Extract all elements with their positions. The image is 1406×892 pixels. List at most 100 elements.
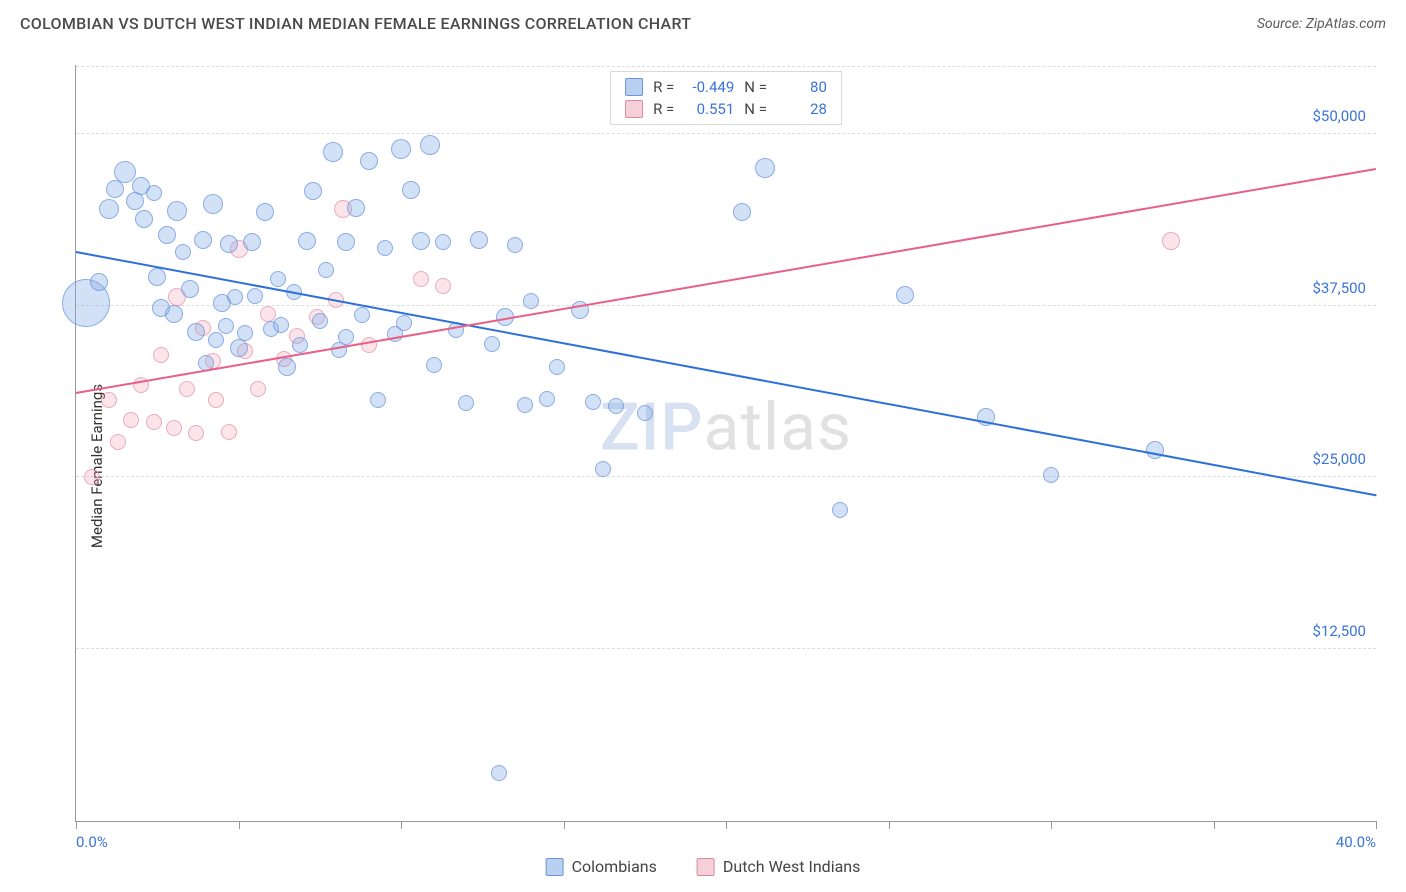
x-tick-label: 40.0% <box>1336 833 1376 851</box>
swatch-icon <box>546 858 564 876</box>
data-point <box>250 381 266 397</box>
legend-label: Dutch West Indians <box>723 857 861 876</box>
data-point <box>148 268 166 286</box>
watermark: ZIPatlas <box>600 389 852 466</box>
data-point <box>1043 467 1059 483</box>
data-point <box>318 262 334 278</box>
r-label: R = <box>653 100 674 118</box>
data-point <box>507 237 523 253</box>
data-point <box>165 305 183 323</box>
x-tick <box>1051 821 1052 829</box>
data-point <box>158 226 176 244</box>
data-point <box>491 765 507 781</box>
data-point <box>402 181 420 199</box>
data-point <box>832 502 848 518</box>
data-point <box>167 201 187 221</box>
data-point <box>179 381 195 397</box>
data-point <box>298 232 316 250</box>
n-label: N = <box>744 78 767 96</box>
data-point <box>426 357 442 373</box>
trendline <box>76 251 1376 496</box>
y-tick-label: $12,500 <box>1312 622 1366 640</box>
data-point <box>354 307 370 323</box>
swatch-icon <box>697 858 715 876</box>
legend-label: Colombians <box>572 857 657 876</box>
data-point <box>273 317 289 333</box>
data-point <box>90 273 108 291</box>
data-point <box>377 240 393 256</box>
data-point <box>188 425 204 441</box>
data-point <box>230 339 248 357</box>
data-point <box>237 325 253 341</box>
data-point <box>1162 232 1180 250</box>
gridline <box>76 648 1376 649</box>
data-point <box>413 271 429 287</box>
chart-title: COLOMBIAN VS DUTCH WEST INDIAN MEDIAN FE… <box>20 14 691 33</box>
data-point <box>412 232 430 250</box>
data-point <box>99 199 119 219</box>
x-tick <box>889 821 890 829</box>
gridline <box>76 133 1376 134</box>
data-point <box>208 332 224 348</box>
data-point <box>256 203 274 221</box>
data-point <box>637 405 653 421</box>
data-point <box>733 203 751 221</box>
data-point <box>270 271 286 287</box>
data-point <box>585 394 601 410</box>
gridline <box>76 66 1376 67</box>
legend-item-pink: Dutch West Indians <box>697 857 861 876</box>
data-point <box>208 392 224 408</box>
r-value: -0.449 <box>684 78 734 96</box>
data-point <box>84 469 100 485</box>
x-tick <box>726 821 727 829</box>
correlation-legend: R = -0.449 N = 80 R = 0.551 N = 28 <box>610 71 842 125</box>
legend-item-blue: Colombians <box>546 857 657 876</box>
swatch-icon <box>625 100 643 118</box>
x-tick <box>1214 821 1215 829</box>
data-point <box>218 318 234 334</box>
data-point <box>755 158 775 178</box>
data-point <box>435 278 451 294</box>
data-point <box>278 358 296 376</box>
data-point <box>420 135 440 155</box>
series-legend: Colombians Dutch West Indians <box>546 857 861 876</box>
data-point <box>247 288 263 304</box>
data-point <box>470 231 488 249</box>
data-point <box>304 182 322 200</box>
y-tick-label: $25,000 <box>1312 450 1366 468</box>
data-point <box>595 461 611 477</box>
data-point <box>221 424 237 440</box>
gridline <box>76 305 1376 306</box>
x-tick <box>1376 821 1377 829</box>
legend-row-blue: R = -0.449 N = 80 <box>611 76 841 98</box>
data-point <box>484 336 500 352</box>
data-point <box>153 347 169 363</box>
data-point <box>323 142 343 162</box>
r-value: 0.551 <box>684 100 734 118</box>
data-point <box>391 139 411 159</box>
data-point <box>370 392 386 408</box>
data-point <box>123 412 139 428</box>
x-tick <box>239 821 240 829</box>
data-point <box>338 329 354 345</box>
source-label: Source: ZipAtlas.com <box>1257 16 1386 32</box>
data-point <box>292 337 308 353</box>
x-tick <box>76 821 77 829</box>
data-point <box>435 234 451 250</box>
data-point <box>347 199 365 217</box>
data-point <box>517 397 533 413</box>
data-point <box>187 323 205 341</box>
x-tick <box>564 821 565 829</box>
gridline <box>76 476 1376 477</box>
n-value: 80 <box>777 78 827 96</box>
swatch-icon <box>625 78 643 96</box>
x-tick-label: 0.0% <box>76 833 108 851</box>
legend-row-pink: R = 0.551 N = 28 <box>611 98 841 120</box>
data-point <box>114 161 136 183</box>
data-point <box>220 235 238 253</box>
data-point <box>194 231 212 249</box>
data-point <box>312 313 328 329</box>
data-point <box>458 395 474 411</box>
r-label: R = <box>653 78 674 96</box>
data-point <box>523 293 539 309</box>
